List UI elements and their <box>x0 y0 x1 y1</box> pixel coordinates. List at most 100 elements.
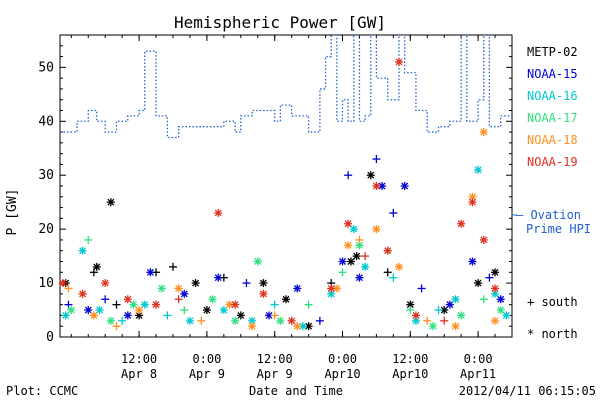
marker-stroke <box>395 263 403 271</box>
north-point-noaa-16 <box>219 306 228 315</box>
south-point-noaa-18 <box>355 235 364 244</box>
marker-stroke <box>84 306 92 314</box>
marker-stroke <box>480 236 488 244</box>
legend-entry-metp-02: METP-02 <box>527 45 578 59</box>
north-point-noaa-17 <box>157 284 166 293</box>
north-point-noaa-19 <box>101 279 110 288</box>
north-point-noaa-19 <box>395 57 403 66</box>
x-tick-label: 12:00 <box>392 352 428 366</box>
south-point-noaa-15 <box>417 284 426 293</box>
marker-stroke <box>146 268 154 276</box>
marker-stroke <box>395 58 403 66</box>
marker-stroke <box>491 268 499 276</box>
south-point-noaa-18 <box>270 311 279 320</box>
north-point-noaa-15 <box>338 257 347 266</box>
marker-stroke <box>209 295 217 303</box>
y-tick-label: 40 <box>38 114 54 129</box>
x-tick-label: 0:00 <box>328 352 357 366</box>
symbol-key-north: * north <box>527 327 578 341</box>
north-point-noaa-16 <box>451 295 460 304</box>
marker-stroke <box>248 317 256 325</box>
south-point-noaa-18 <box>64 284 73 293</box>
marker-stroke <box>135 306 143 314</box>
north-point-noaa-15 <box>146 268 155 277</box>
north-point-noaa-18 <box>372 225 381 234</box>
marker-stroke <box>429 322 437 330</box>
marker-stroke <box>192 279 200 287</box>
legend-entry-noaa-16: NOAA-16 <box>527 89 578 103</box>
marker-stroke <box>497 295 505 303</box>
north-point-noaa-17 <box>457 311 466 320</box>
marker-stroke <box>265 311 273 319</box>
marker-stroke <box>452 322 459 330</box>
north-point-noaa-18 <box>293 322 302 331</box>
north-point-noaa-19 <box>468 198 477 207</box>
marker-stroke <box>491 317 499 325</box>
marker-stroke <box>226 301 233 309</box>
north-point-noaa-18 <box>248 322 257 331</box>
north-point-noaa-17 <box>496 306 505 315</box>
north-point-metp-02 <box>92 262 101 271</box>
marker-stroke <box>237 311 245 319</box>
legend-entry-noaa-18: NOAA-18 <box>527 133 578 147</box>
x-tick-label: 0:00 <box>464 352 493 366</box>
marker-stroke <box>254 258 262 265</box>
north-point-metp-02 <box>191 279 200 288</box>
x-tick-label-date: Apr10 <box>324 367 360 381</box>
marker-stroke <box>305 322 313 330</box>
symbol-key-south: + south <box>527 295 578 309</box>
north-point-noaa-19 <box>214 208 223 217</box>
marker-stroke <box>248 322 256 330</box>
marker-stroke <box>59 279 67 287</box>
north-point-metp-02 <box>352 252 361 261</box>
marker-stroke <box>406 301 414 309</box>
marker-stroke <box>180 290 188 298</box>
marker-stroke <box>288 317 296 325</box>
north-point-metp-02 <box>259 279 268 288</box>
south-point-noaa-17 <box>406 306 415 315</box>
south-point-noaa-16 <box>434 306 443 315</box>
south-point-noaa-17 <box>84 235 93 244</box>
x-tick-label-date: Apr11 <box>460 367 496 381</box>
marker-stroke <box>344 241 352 249</box>
marker-stroke <box>79 290 87 298</box>
marker-stroke <box>299 322 307 330</box>
marker-stroke <box>124 295 132 303</box>
marker-stroke <box>327 285 335 292</box>
x-tick-label-date: Apr 8 <box>121 367 157 381</box>
north-point-noaa-16 <box>140 300 149 309</box>
north-point-noaa-19 <box>372 182 381 190</box>
marker-stroke <box>401 182 409 190</box>
marker-stroke <box>339 258 346 265</box>
south-point-noaa-18 <box>197 316 206 325</box>
north-point-noaa-15 <box>355 273 364 282</box>
north-point-metp-02 <box>106 198 115 207</box>
marker-stroke <box>231 301 239 309</box>
marker-stroke <box>158 285 166 292</box>
north-point-noaa-19 <box>287 316 296 325</box>
south-point-metp-02 <box>112 300 121 309</box>
x-tick-label: 0:00 <box>192 352 221 366</box>
marker-stroke <box>502 311 510 319</box>
legend-entry-noaa-19: NOAA-19 <box>527 155 578 169</box>
marker-stroke <box>107 198 115 206</box>
ovation-line <box>60 35 512 139</box>
north-point-noaa-15 <box>180 289 189 298</box>
marker-stroke <box>220 306 228 314</box>
marker-stroke <box>457 220 465 228</box>
north-point-noaa-19 <box>78 289 87 298</box>
north-point-noaa-19 <box>457 219 466 228</box>
south-point-noaa-16 <box>270 300 279 309</box>
x-axis-label: Date and Time <box>249 384 343 398</box>
marker-stroke <box>372 225 380 233</box>
north-point-noaa-18 <box>491 316 500 325</box>
ovation-series <box>60 35 512 139</box>
marker-stroke <box>90 311 98 319</box>
north-point-noaa-18 <box>344 241 353 250</box>
y-tick-label: 50 <box>38 60 54 75</box>
north-point-noaa-18 <box>395 262 403 271</box>
x-tick-label-date: Apr 9 <box>189 367 225 381</box>
marker-stroke <box>497 306 505 314</box>
marker-stroke <box>355 274 363 282</box>
